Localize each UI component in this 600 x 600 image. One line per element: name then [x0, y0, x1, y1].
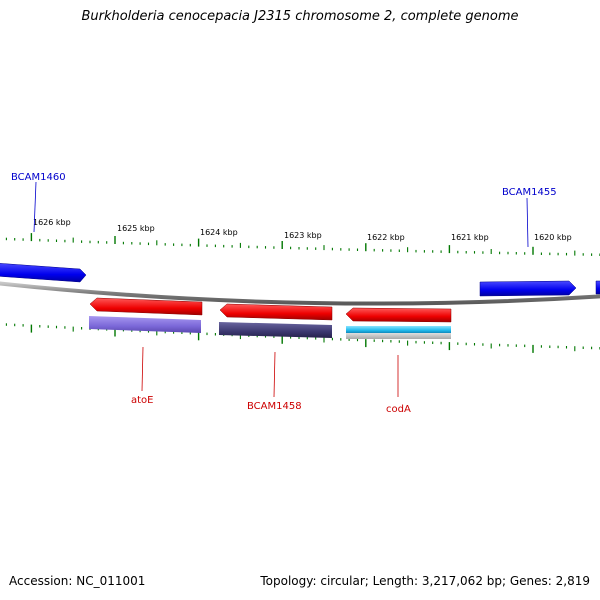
chromosome-backbone [0, 281, 600, 306]
category-bar-coda-secondary [346, 333, 451, 339]
leader-bcam1458 [273, 351, 276, 398]
map-title: Burkholderia cenocepacia J2315 chromosom… [81, 9, 519, 24]
gene-labels: BCAM1460 BCAM1455 atoE BCAM1458 codA [11, 172, 557, 415]
leader-bcam1455 [526, 197, 529, 248]
gene-bcam1455[interactable] [479, 280, 577, 297]
scale-label-1624: 1624 kbp [200, 228, 238, 237]
label-leaders [33, 181, 529, 398]
gene-bcam1458[interactable] [219, 303, 333, 321]
reverse-strand-genes [89, 297, 452, 323]
scale-labels: 1626 kbp 1625 kbp 1624 kbp 1623 kbp 1622… [33, 218, 572, 242]
feature-category-bars [89, 316, 451, 339]
upper-tick-ring [5, 233, 600, 256]
gene-partial-right[interactable] [595, 280, 600, 295]
scale-label-1626: 1626 kbp [33, 218, 71, 227]
scale-label-1622: 1622 kbp [367, 233, 405, 242]
label-atoe[interactable]: atoE [131, 395, 154, 406]
category-bar-atoe [89, 316, 201, 333]
label-bcam1458[interactable]: BCAM1458 [247, 401, 302, 412]
label-coda[interactable]: codA [386, 404, 411, 415]
category-bar-coda [346, 326, 451, 333]
scale-label-1621: 1621 kbp [451, 233, 489, 242]
label-bcam1455[interactable]: BCAM1455 [502, 187, 557, 198]
gene-bcam1460[interactable] [0, 263, 87, 283]
forward-strand-genes [0, 263, 600, 297]
category-bar-bcam1458 [219, 322, 332, 338]
genome-summary: Topology: circular; Length: 3,217,062 bp… [260, 574, 590, 588]
scale-label-1623: 1623 kbp [284, 231, 322, 240]
gene-atoe[interactable] [89, 297, 203, 316]
scale-label-1625: 1625 kbp [117, 224, 155, 233]
accession-label: Accession: NC_011001 [9, 574, 146, 588]
scale-label-1620: 1620 kbp [534, 233, 572, 242]
leader-bcam1460 [33, 181, 37, 233]
label-bcam1460[interactable]: BCAM1460 [11, 172, 66, 183]
gene-coda[interactable] [345, 307, 452, 323]
leader-atoe [141, 346, 144, 392]
